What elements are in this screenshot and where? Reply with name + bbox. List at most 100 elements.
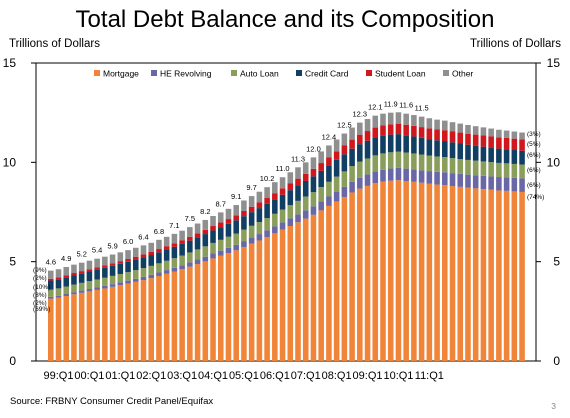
x-tick-label: 05:Q1	[229, 370, 259, 382]
bar-segment-he-revolving	[225, 247, 232, 254]
bar-segment-auto-loan	[449, 158, 456, 174]
bar-segment-other	[248, 196, 255, 207]
bar-segment-he-revolving	[318, 201, 324, 211]
bar-segment-other	[472, 126, 479, 135]
y-tick-label-left: 0	[9, 354, 16, 368]
bar-segment-mortgage	[187, 266, 193, 361]
bar-segment-mortgage	[78, 292, 85, 361]
bar-segment-auto-loan	[117, 274, 124, 283]
bar-segment-he-revolving	[194, 259, 201, 264]
x-tick-label: 02:Q1	[136, 370, 166, 382]
bar-segment-student-loan	[194, 233, 201, 238]
bar-segment-he-revolving	[272, 226, 278, 234]
bar-segment-other	[496, 129, 502, 138]
x-tick-label: 04:Q1	[198, 370, 228, 382]
bar-segment-he-revolving	[442, 172, 448, 186]
bar-segment-student-loan	[272, 193, 278, 200]
bar-segment-credit-card	[217, 227, 224, 240]
x-tick-label: 07:Q1	[291, 370, 321, 382]
legend-label-auto-loan: Auto Loan	[240, 69, 279, 79]
bar-segment-auto-loan	[434, 156, 440, 172]
bar-segment-student-loan	[132, 256, 139, 260]
bar-segment-auto-loan	[86, 281, 93, 290]
bar-segment-other	[426, 118, 433, 129]
bar-segment-credit-card	[132, 259, 139, 271]
bar-segment-he-revolving	[171, 267, 178, 272]
bar-segment-mortgage	[287, 225, 294, 361]
legend-label-mortgage: Mortgage	[103, 69, 139, 79]
bar-segment-he-revolving	[71, 292, 77, 295]
bar-segment-mortgage	[442, 185, 448, 361]
plot-frame	[35, 62, 537, 362]
bar-segment-he-revolving	[418, 170, 425, 183]
bar-segment-mortgage	[434, 184, 440, 361]
bar-segment-student-loan	[233, 215, 239, 221]
total-value-label: 12.0	[306, 144, 321, 153]
bar-segment-credit-card	[457, 143, 464, 160]
bar-segment-credit-card	[349, 148, 355, 167]
bar-segment-mortgage	[102, 288, 108, 361]
bar-segment-auto-loan	[395, 151, 402, 168]
bar-segment-mortgage	[132, 281, 139, 361]
bar-segment-mortgage	[225, 253, 232, 361]
bar-segment-auto-loan	[480, 161, 487, 176]
y-tick-label-right: 5	[553, 255, 560, 269]
bar-segment-other	[333, 139, 340, 152]
bar-segment-auto-loan	[163, 260, 170, 271]
bar-segment-he-revolving	[302, 210, 309, 219]
bar-segment-credit-card	[519, 150, 525, 165]
bar-segment-he-revolving	[187, 262, 193, 267]
bar-segment-auto-loan	[465, 159, 471, 175]
start-share-label: (8%)	[33, 292, 47, 299]
bar-segment-he-revolving	[403, 168, 409, 182]
bar-segment-he-revolving	[63, 294, 70, 297]
bar-segment-auto-loan	[488, 162, 494, 177]
bar-segment-student-loan	[102, 265, 108, 268]
bar-segment-auto-loan	[94, 279, 100, 288]
bar-segment-other	[156, 239, 162, 250]
bar-segment-other	[449, 122, 456, 132]
legend-swatch-mortgage	[94, 70, 100, 76]
bar-segment-he-revolving	[411, 169, 417, 182]
x-tick-label: 00:Q1	[74, 370, 104, 382]
bar-segment-auto-loan	[132, 270, 139, 279]
bar-segment-credit-card	[210, 230, 216, 243]
bar-segment-he-revolving	[496, 177, 502, 191]
bar-segment-credit-card	[472, 145, 479, 161]
bar-segment-auto-loan	[202, 246, 209, 257]
bar-segment-student-loan	[171, 243, 178, 247]
total-value-label: 7.5	[185, 214, 195, 223]
bar-segment-other	[148, 242, 154, 252]
bar-segment-other	[217, 212, 224, 223]
y-tick-label-right: 15	[547, 56, 561, 70]
start-share-label: (9%)	[33, 267, 47, 274]
bar-segment-auto-loan	[179, 255, 185, 266]
start-share-label: (10%)	[33, 284, 50, 291]
bar-segment-he-revolving	[326, 196, 332, 206]
bar-segment-mortgage	[403, 181, 409, 361]
page-number: 3	[551, 401, 556, 411]
bar-segment-student-loan	[94, 267, 100, 270]
bar-segment-he-revolving	[55, 295, 62, 298]
bar-segment-credit-card	[465, 144, 471, 160]
x-tick-label: 08:Q1	[322, 370, 352, 382]
bar-segment-other	[364, 119, 371, 132]
bar-segment-he-revolving	[233, 244, 239, 251]
bar-segment-mortgage	[372, 183, 379, 361]
bar-segment-credit-card	[179, 243, 185, 256]
bar-segment-auto-loan	[156, 263, 162, 273]
bar-segment-mortgage	[179, 269, 185, 361]
bar-segment-auto-loan	[426, 155, 433, 172]
bar-segment-other	[302, 162, 309, 174]
bar-segment-other	[171, 233, 178, 244]
bar-segment-auto-loan	[472, 160, 479, 176]
bar-segment-credit-card	[63, 277, 70, 287]
total-value-label: 11.9	[384, 100, 398, 109]
bar-segment-auto-loan	[217, 239, 224, 251]
bar-segment-he-revolving	[132, 278, 139, 282]
total-value-label: 7.1	[169, 221, 179, 230]
bar-segment-he-revolving	[125, 280, 131, 284]
bar-segment-other	[48, 270, 54, 279]
bar-segment-credit-card	[256, 208, 263, 223]
bar-segment-credit-card	[194, 237, 201, 250]
